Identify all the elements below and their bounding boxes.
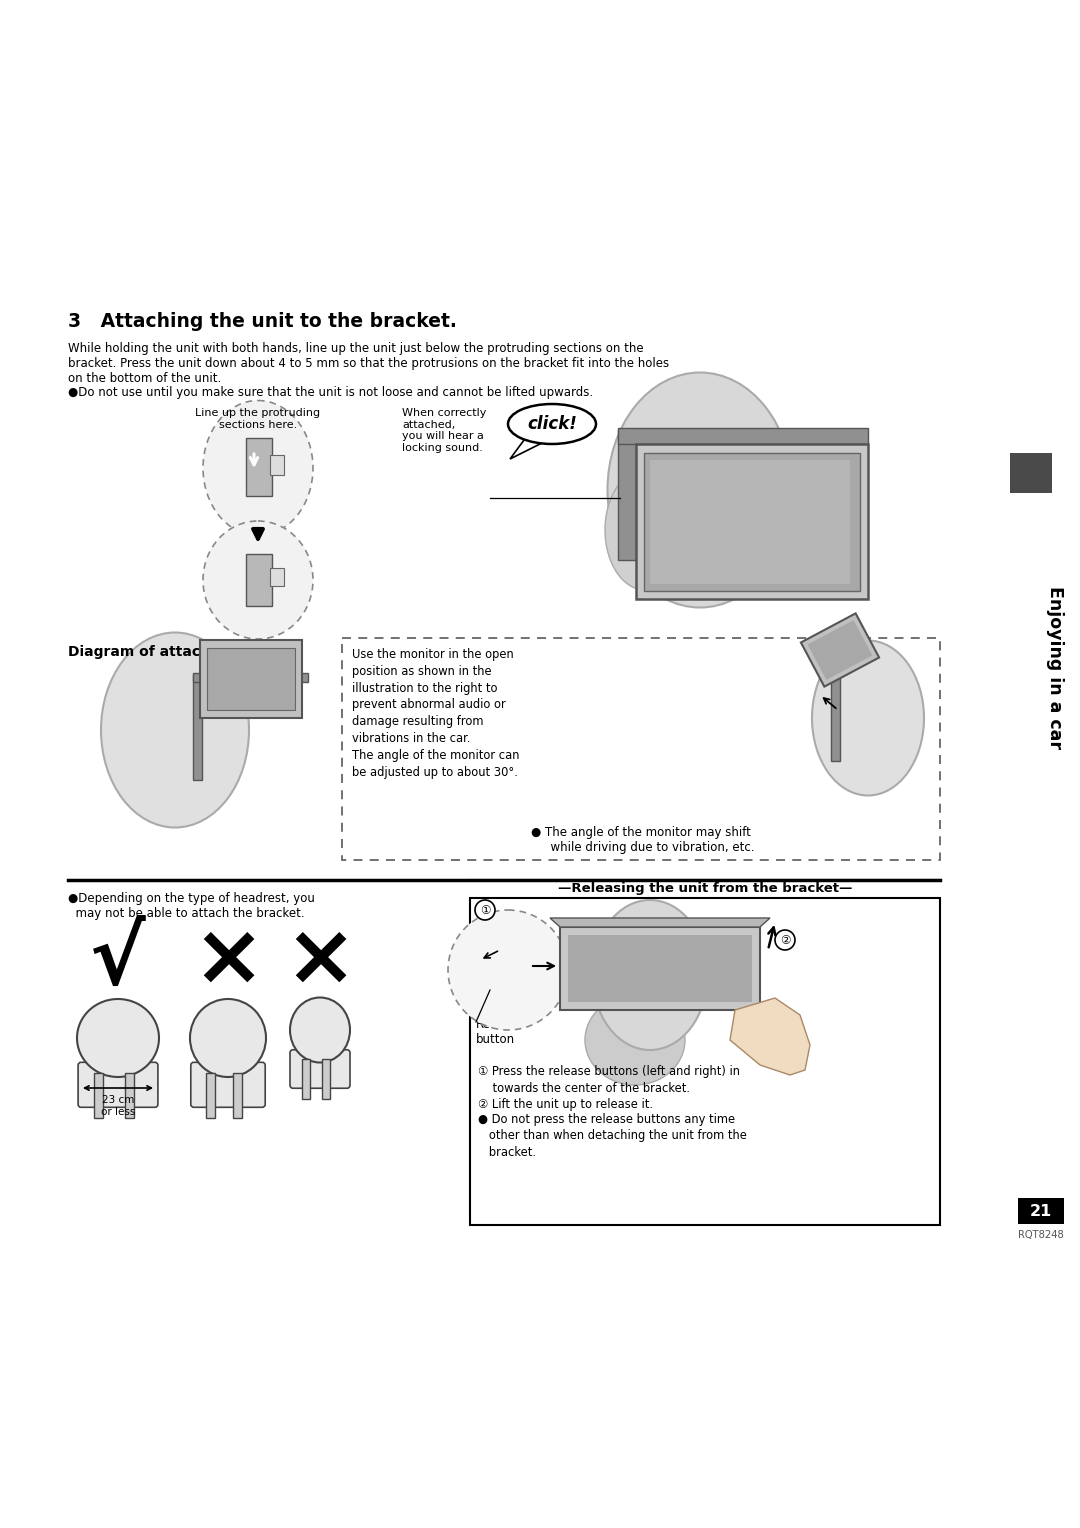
- Bar: [650, 460, 850, 584]
- Polygon shape: [730, 998, 810, 1076]
- Text: click!: click!: [527, 416, 577, 432]
- Text: ●Depending on the type of headrest, you
  may not be able to attach the bracket.: ●Depending on the type of headrest, you …: [68, 892, 315, 920]
- Ellipse shape: [593, 900, 707, 1050]
- Bar: [233, 1073, 242, 1118]
- Polygon shape: [568, 935, 752, 1002]
- Text: ● Do not press the release buttons any time
   other than when detaching the uni: ● Do not press the release buttons any t…: [478, 1112, 747, 1160]
- Text: ① Press the release buttons (left and right) in
    towards the center of the br: ① Press the release buttons (left and ri…: [478, 1065, 740, 1094]
- Ellipse shape: [585, 995, 685, 1085]
- Bar: [322, 1059, 330, 1099]
- Bar: [644, 452, 860, 591]
- Text: ●Do not use until you make sure that the unit is not loose and cannot be lifted : ●Do not use until you make sure that the…: [68, 387, 593, 399]
- Bar: [94, 1073, 103, 1118]
- FancyBboxPatch shape: [291, 1050, 350, 1088]
- Ellipse shape: [203, 521, 313, 639]
- Bar: [193, 672, 308, 681]
- Bar: [206, 1073, 215, 1118]
- Bar: [470, 898, 940, 1225]
- Text: ②: ②: [780, 934, 791, 946]
- Circle shape: [475, 900, 495, 920]
- Text: ×: ×: [284, 918, 356, 1001]
- Ellipse shape: [607, 373, 793, 608]
- Text: 23 cm
or less: 23 cm or less: [100, 1096, 135, 1117]
- Text: —Releasing the unit from the bracket—: —Releasing the unit from the bracket—: [557, 882, 852, 895]
- Text: When correctly
attached,
you will hear a
locking sound.: When correctly attached, you will hear a…: [402, 408, 486, 452]
- Ellipse shape: [605, 471, 685, 590]
- Text: on the bottom of the unit.: on the bottom of the unit.: [68, 371, 221, 385]
- Bar: [246, 555, 272, 607]
- Polygon shape: [510, 435, 544, 458]
- Circle shape: [448, 911, 568, 1030]
- Text: Enjoying in a car: Enjoying in a car: [1047, 587, 1064, 750]
- Text: Diagram of attached bracket: Diagram of attached bracket: [68, 645, 294, 659]
- Text: Use the monitor in the open
position as shown in the
illustration to the right t: Use the monitor in the open position as …: [352, 648, 519, 779]
- Text: 3   Attaching the unit to the bracket.: 3 Attaching the unit to the bracket.: [68, 312, 457, 332]
- Text: ② Lift the unit up to release it.: ② Lift the unit up to release it.: [478, 1099, 653, 1111]
- Text: While holding the unit with both hands, line up the unit just below the protrudi: While holding the unit with both hands, …: [68, 342, 644, 354]
- Polygon shape: [207, 648, 295, 711]
- Text: ①: ①: [480, 903, 490, 917]
- Bar: [246, 439, 272, 497]
- Bar: [125, 1073, 134, 1118]
- Bar: [831, 652, 840, 761]
- Polygon shape: [808, 620, 873, 680]
- Ellipse shape: [203, 400, 313, 535]
- FancyBboxPatch shape: [78, 1062, 158, 1108]
- Polygon shape: [550, 918, 770, 927]
- Text: 21: 21: [1030, 1204, 1052, 1218]
- Bar: [618, 429, 636, 559]
- Text: RQT8248: RQT8248: [1018, 1230, 1064, 1241]
- Text: Release
button: Release button: [476, 1018, 522, 1047]
- Bar: [1018, 1198, 1064, 1224]
- Bar: [1010, 452, 1052, 494]
- Ellipse shape: [102, 633, 249, 828]
- Text: √: √: [91, 920, 146, 1001]
- Bar: [270, 568, 284, 587]
- Bar: [636, 445, 868, 599]
- Bar: [618, 428, 868, 445]
- Text: bracket. Press the unit down about 4 to 5 mm so that the protrusions on the brac: bracket. Press the unit down about 4 to …: [68, 358, 670, 370]
- Ellipse shape: [508, 403, 596, 445]
- Text: ● The angle of the monitor may shift
      while driving due to vibration, etc.: ● The angle of the monitor may shift whi…: [528, 827, 754, 854]
- Text: ×: ×: [192, 918, 265, 1001]
- Circle shape: [775, 931, 795, 950]
- Polygon shape: [801, 613, 879, 686]
- Bar: [270, 455, 284, 475]
- Text: Line up the protruding
sections here.: Line up the protruding sections here.: [195, 408, 321, 429]
- Ellipse shape: [77, 999, 159, 1077]
- Ellipse shape: [812, 640, 924, 796]
- Bar: [302, 1059, 310, 1099]
- FancyBboxPatch shape: [191, 1062, 266, 1108]
- Ellipse shape: [291, 998, 350, 1062]
- Polygon shape: [200, 640, 302, 718]
- Bar: [193, 675, 202, 779]
- Polygon shape: [561, 927, 760, 1010]
- Ellipse shape: [190, 999, 266, 1077]
